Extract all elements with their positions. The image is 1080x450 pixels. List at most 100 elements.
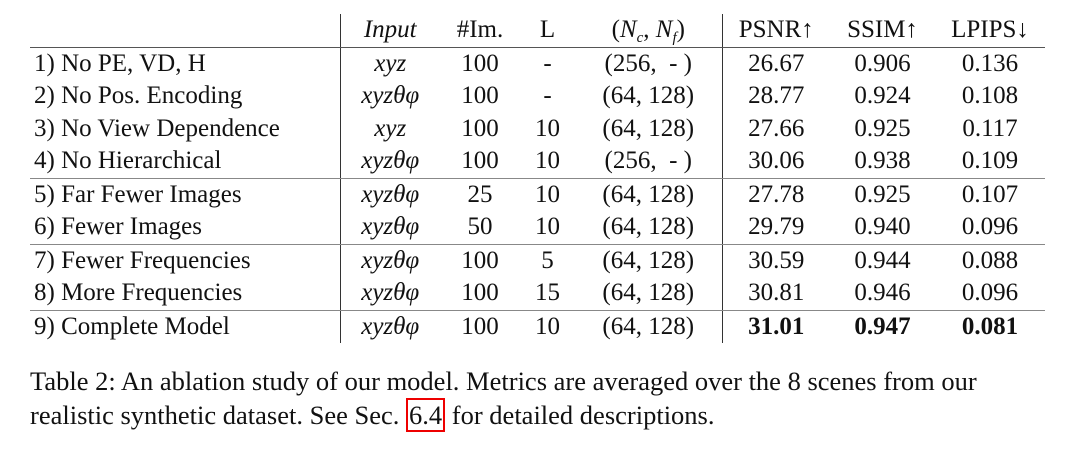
table-cell: 28.77 [748,82,805,110]
table-cell: 4) No Hierarchical [30,145,341,179]
table-cell: 0.108 [961,82,1019,110]
table-row: 8) More Frequencies xyzθφ 100 15 (64, 128) 30… [30,277,1045,311]
table-cell: xyzθφ [340,145,440,179]
table-cell: 10 [535,180,560,208]
table-cell: 9) Complete Model [30,310,341,343]
header-cell: LPIPS↓ [935,14,1045,48]
header-part: N [655,16,673,44]
table-cell: 0.088 [961,246,1019,274]
table-cell: 100 [440,277,520,311]
table-row: 6) Fewer Images xyzθφ 50 10 (64, 128) 29.79 0.… [30,211,1045,245]
table-cell: 8) More Frequencies [30,277,341,311]
table-row: 2) No Pos. Encoding xyzθφ 100 - (64, 128) 28.… [30,80,1045,113]
table-cell: 25 [467,180,493,208]
table-cell: 0.096 [935,211,1045,245]
table-cell: 0.947 [854,312,911,340]
table-cell: 31.01 [748,312,805,340]
table-cell: 0.109 [935,145,1045,179]
header-part: c [636,30,644,47]
table-cell: 10 [535,114,560,142]
caption: Table 2: An ablation study of our model.… [30,364,1060,432]
table-cell: 10 [520,211,575,245]
table-cell: 10 [520,145,575,179]
table-cell: 0.940 [830,211,935,245]
table-cell: (64, 128) [575,178,723,211]
table-cell: xyzθφ [361,312,420,340]
table-cell: 100 [461,49,499,77]
table-cell: 0.081 [961,312,1019,340]
header-cell: L [520,14,575,48]
header-part: ) [676,16,685,44]
table-cell: 27.78 [748,180,805,208]
table-cell: 29.79 [722,211,830,245]
table-cell: 0.136 [961,49,1019,77]
table-row: 3) No View Dependence xyz 100 10 (64, 128) 27… [30,112,1045,145]
header-cell: #Im. [440,14,520,48]
table-cell: 0.924 [854,82,911,110]
table-wrap: Input #Im. L (Nc, Nf) PSNR↑ SSIM↑ LPIPS↓ 1) No … [30,14,1045,343]
table-cell: 0.117 [962,114,1018,142]
table-cell: 0.938 [830,145,935,179]
table-cell: 50 [440,211,520,245]
table-cell: xyz [374,49,407,77]
header-row: Input #Im. L (Nc, Nf) PSNR↑ SSIM↑ LPIPS↓ [30,14,1045,48]
table-cell: 0.946 [830,277,935,311]
table-row: 7) Fewer Frequencies xyzθφ 100 5 (64, 128) 30… [30,244,1045,277]
header-cell: PSNR↑ [722,14,830,48]
header-cell: SSIM↑ [830,14,935,48]
table-cell: (64, 128) [575,112,723,145]
header-cell [30,14,341,48]
table-row: 4) No Hierarchical xyzθφ 100 10 (256, - ) 30.… [30,145,1045,179]
table-cell: (64, 128) [575,80,723,113]
table-cell: (64, 128) [575,277,723,311]
table-cell: 100 [461,312,499,340]
table-cell: (64, 128) [575,244,723,277]
table-cell: - [543,49,552,77]
table-cell: (64, 128) [575,211,723,245]
table-cell: 3) No View Dependence [30,112,341,145]
table-row: 1) No PE, VD, H xyz 100 - (256, - ) 26.67 0.90… [30,47,1045,80]
header-part: ( [611,16,620,44]
caption-text: Table 2: An ablation study of our model.… [30,366,977,430]
table-cell: 5 [541,246,554,274]
table-row: 9) Complete Model xyzθφ 100 10 (64, 128) 31.0… [30,310,1045,343]
table-cell: 0.906 [854,49,911,77]
table-cell: xyzθφ [340,211,440,245]
table-cell: (256, - ) [575,145,723,179]
table-cell: 100 [461,82,499,110]
table-cell: 30.06 [722,145,830,179]
table-cell: (64, 128) [575,310,723,343]
header-part: , [643,16,650,44]
section-link[interactable]: 6.4 [406,398,446,432]
table-cell: 27.66 [748,114,805,142]
header-part: N [619,16,637,44]
table-cell: xyz [374,114,407,142]
table-cell: xyzθφ [340,277,440,311]
table-row: 5) Far Fewer Images xyzθφ 25 10 (64, 128) 27.… [30,178,1045,211]
table-cell: 10 [535,312,560,340]
table-cell: 30.81 [722,277,830,311]
table-cell: 0.925 [854,114,911,142]
table-cell: 0.925 [854,180,911,208]
table-cell: 100 [461,246,499,274]
table-cell: xyzθφ [361,180,420,208]
ablation-table: Input #Im. L (Nc, Nf) PSNR↑ SSIM↑ LPIPS↓ 1) No … [30,14,1045,343]
table-cell: 100 [440,145,520,179]
table-cell: 15 [520,277,575,311]
table-cell: 30.59 [748,246,805,274]
table-cell: 1) No PE, VD, H [30,47,341,80]
table-cell: 2) No Pos. Encoding [30,80,341,113]
header-part: f [672,30,677,47]
table-cell: 0.944 [854,246,911,274]
table-cell: 100 [461,114,499,142]
table-cell: 5) Far Fewer Images [30,178,341,211]
table-cell: (256, - ) [575,47,723,80]
table-cell: xyzθφ [361,82,420,110]
header-cell: (Nc, Nf) [575,14,723,48]
caption-tail: for detailed descriptions. [451,400,715,430]
header-cell: Input [340,14,440,48]
table-cell: 7) Fewer Frequencies [30,244,341,277]
table-cell: 0.107 [961,180,1019,208]
table-cell: xyzθφ [361,246,420,274]
